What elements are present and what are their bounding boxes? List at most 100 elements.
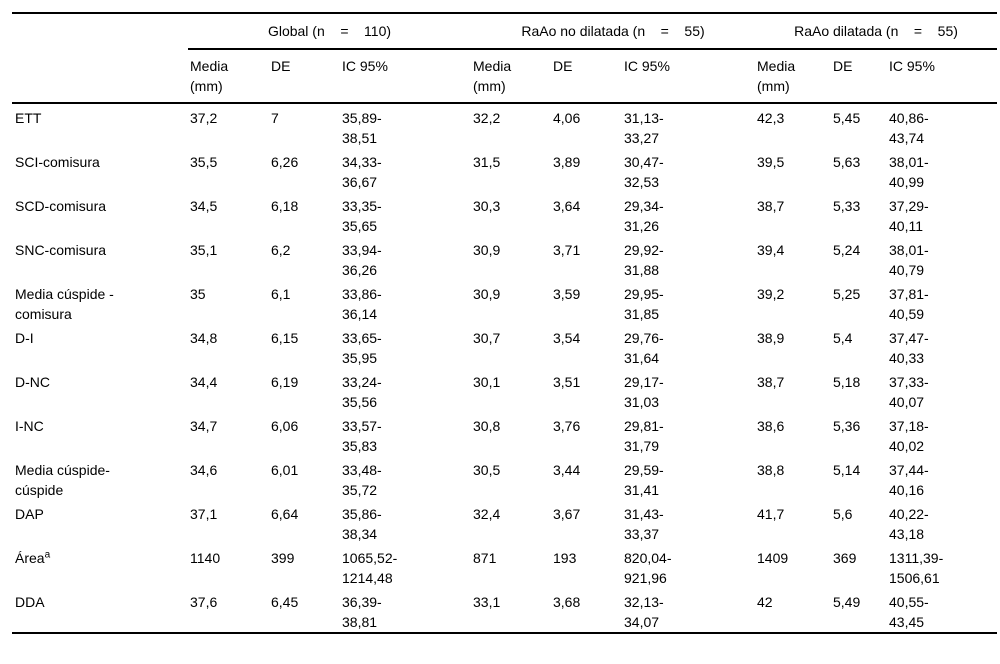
- cell-global-ic95: 34,33- 36,67: [342, 154, 382, 190]
- cell-global-media: 37,6: [190, 594, 218, 610]
- cell-global-ic95: 33,24- 35,56: [342, 374, 382, 410]
- cell-nodilatada-media: 32,2: [473, 110, 501, 126]
- table-row: SCD-comisura 34,5 6,18 33,35- 35,65 30,3…: [12, 192, 997, 236]
- cell-global-ic95: 33,57- 35,83: [342, 418, 382, 454]
- col-header-global-ic95: IC 95%: [340, 49, 471, 104]
- table-row: DDA 37,6 6,45 36,39- 38,81 33,1 3,68 32,…: [12, 588, 997, 633]
- cell-nodilatada-media: 30,8: [473, 418, 501, 434]
- col-header-nodilatada-ic95: IC 95%: [622, 49, 755, 104]
- cell-global-ic95: 35,86- 38,34: [342, 506, 382, 542]
- cell-nodilatada-ic95: 29,76- 31,64: [624, 330, 664, 366]
- group-header-global: Global (n = 110): [188, 13, 471, 50]
- cell-nodilatada-de: 3,67: [553, 506, 581, 522]
- cell-global-ic95: 33,65- 35,95: [342, 330, 382, 366]
- row-label-text: SCD-comisura: [15, 198, 107, 214]
- row-label: Áreaa: [12, 544, 188, 588]
- cell-nodilatada-ic95: 29,59- 31,41: [624, 462, 664, 498]
- cell-global-media: 37,1: [190, 506, 218, 522]
- row-label-header: [12, 49, 188, 104]
- cell-global-de: 6,01: [271, 462, 299, 478]
- cell-nodilatada-de: 4,06: [553, 110, 581, 126]
- statistics-table: Global (n = 110) RaAo no dilatada (n = 5…: [12, 12, 997, 634]
- cell-dilatada-media: 39,2: [757, 286, 785, 302]
- cell-global-de: 6,2: [271, 242, 291, 258]
- cell-global-media: 34,6: [190, 462, 218, 478]
- cell-dilatada-de: 5,18: [833, 374, 861, 390]
- row-label-text: DDA: [15, 594, 45, 610]
- cell-dilatada-de: 5,33: [833, 198, 861, 214]
- cell-dilatada-de: 5,25: [833, 286, 861, 302]
- row-label-text: SCI-comisura: [15, 154, 100, 170]
- cell-nodilatada-media: 30,9: [473, 242, 501, 258]
- cell-dilatada-ic95: 37,33- 40,07: [889, 374, 929, 410]
- cell-dilatada-de: 369: [833, 550, 857, 566]
- row-label: I-NC: [12, 412, 188, 456]
- cell-nodilatada-ic95: 31,43- 33,37: [624, 506, 664, 542]
- cell-nodilatada-media: 32,4: [473, 506, 501, 522]
- cell-global-media: 35: [190, 286, 206, 302]
- row-label: SNC-comisura: [12, 236, 188, 280]
- cell-nodilatada-de: 3,51: [553, 374, 581, 390]
- cell-dilatada-de: 5,36: [833, 418, 861, 434]
- subheader-row: Media (mm) DE IC 95% Media (mm) DE IC 95…: [12, 49, 997, 104]
- cell-global-media: 35,1: [190, 242, 218, 258]
- row-label: DAP: [12, 500, 188, 544]
- cell-nodilatada-media: 30,7: [473, 330, 501, 346]
- cell-nodilatada-ic95: 29,92- 31,88: [624, 242, 664, 278]
- cell-nodilatada-ic95: 31,13- 33,27: [624, 110, 664, 146]
- row-label: SCD-comisura: [12, 192, 188, 236]
- cell-global-ic95: 36,39- 38,81: [342, 594, 382, 630]
- cell-global-media: 35,5: [190, 154, 218, 170]
- cell-dilatada-media: 39,4: [757, 242, 785, 258]
- cell-nodilatada-de: 3,44: [553, 462, 581, 478]
- row-label-text: I-NC: [15, 418, 44, 434]
- cell-dilatada-de: 5,6: [833, 506, 853, 522]
- col-header-dilatada-media: Media (mm): [755, 49, 831, 104]
- cell-nodilatada-ic95: 29,17- 31,03: [624, 374, 664, 410]
- cell-dilatada-media: 38,6: [757, 418, 785, 434]
- cell-nodilatada-de: 3,89: [553, 154, 581, 170]
- row-label: DDA: [12, 588, 188, 633]
- cell-global-de: 6,19: [271, 374, 299, 390]
- cell-global-de: 6,1: [271, 286, 291, 302]
- cell-dilatada-media: 38,9: [757, 330, 785, 346]
- row-label-text: Media cúspide- cúspide: [15, 462, 110, 498]
- cell-nodilatada-ic95: 29,95- 31,85: [624, 286, 664, 322]
- row-label: SCI-comisura: [12, 148, 188, 192]
- table-row: DAP 37,1 6,64 35,86- 38,34 32,4 3,67 31,…: [12, 500, 997, 544]
- cell-global-media: 1140: [190, 550, 221, 566]
- table-row: Media cúspide- cúspide 34,6 6,01 33,48- …: [12, 456, 997, 500]
- table-row: ETT 37,2 7 35,89- 38,51 32,2 4,06 31,13-…: [12, 103, 997, 148]
- aortic-measurements-table: Global (n = 110) RaAo no dilatada (n = 5…: [12, 12, 997, 634]
- cell-nodilatada-ic95: 30,47- 32,53: [624, 154, 664, 190]
- col-header-global-media: Media (mm): [188, 49, 269, 104]
- cell-nodilatada-media: 30,5: [473, 462, 501, 478]
- cell-dilatada-de: 5,49: [833, 594, 861, 610]
- corner-cell: [12, 13, 188, 49]
- table-row: Media cúspide - comisura 35 6,1 33,86- 3…: [12, 280, 997, 324]
- cell-global-ic95: 33,94- 36,26: [342, 242, 382, 278]
- row-label-text: Área: [15, 550, 45, 566]
- cell-global-ic95: 33,86- 36,14: [342, 286, 382, 322]
- table-row: D-I 34,8 6,15 33,65- 35,95 30,7 3,54 29,…: [12, 324, 997, 368]
- cell-global-de: 399: [271, 550, 295, 566]
- cell-nodilatada-media: 30,1: [473, 374, 501, 390]
- cell-nodilatada-de: 3,71: [553, 242, 581, 258]
- cell-dilatada-ic95: 40,55- 43,45: [889, 594, 929, 630]
- cell-global-ic95: 33,48- 35,72: [342, 462, 382, 498]
- cell-nodilatada-media: 871: [473, 550, 497, 566]
- cell-nodilatada-de: 3,59: [553, 286, 581, 302]
- row-label-text: SNC-comisura: [15, 242, 107, 258]
- cell-dilatada-media: 41,7: [757, 506, 785, 522]
- cell-dilatada-ic95: 1311,39- 1506,61: [889, 550, 944, 586]
- row-label: ETT: [12, 103, 188, 148]
- cell-dilatada-ic95: 38,01- 40,99: [889, 154, 929, 190]
- cell-nodilatada-media: 33,1: [473, 594, 501, 610]
- cell-dilatada-ic95: 37,44- 40,16: [889, 462, 929, 498]
- cell-global-media: 34,5: [190, 198, 218, 214]
- cell-global-de: 7: [271, 110, 279, 126]
- cell-dilatada-media: 1409: [757, 550, 789, 566]
- cell-dilatada-media: 38,7: [757, 374, 785, 390]
- cell-dilatada-ic95: 38,01- 40,79: [889, 242, 929, 278]
- cell-dilatada-media: 38,8: [757, 462, 785, 478]
